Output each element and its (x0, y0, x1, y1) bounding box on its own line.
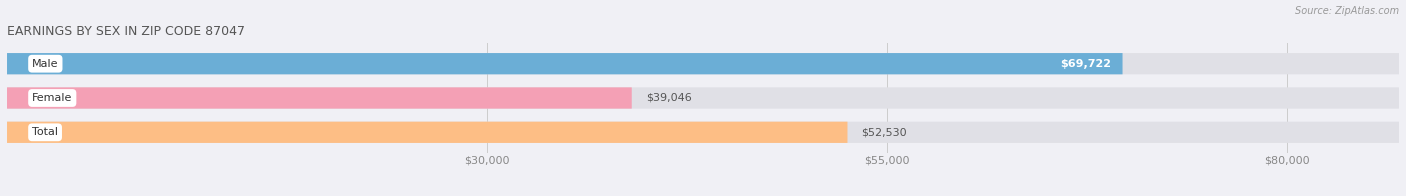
Text: EARNINGS BY SEX IN ZIP CODE 87047: EARNINGS BY SEX IN ZIP CODE 87047 (7, 25, 245, 38)
Text: Male: Male (32, 59, 59, 69)
Text: Source: ZipAtlas.com: Source: ZipAtlas.com (1295, 6, 1399, 16)
FancyBboxPatch shape (7, 122, 848, 143)
Text: Female: Female (32, 93, 73, 103)
FancyBboxPatch shape (7, 53, 1122, 74)
Text: $69,722: $69,722 (1060, 59, 1111, 69)
FancyBboxPatch shape (7, 122, 1399, 143)
FancyBboxPatch shape (7, 87, 1399, 109)
FancyBboxPatch shape (7, 87, 631, 109)
Text: $39,046: $39,046 (645, 93, 692, 103)
FancyBboxPatch shape (7, 53, 1399, 74)
Text: $52,530: $52,530 (862, 127, 907, 137)
Text: Total: Total (32, 127, 58, 137)
